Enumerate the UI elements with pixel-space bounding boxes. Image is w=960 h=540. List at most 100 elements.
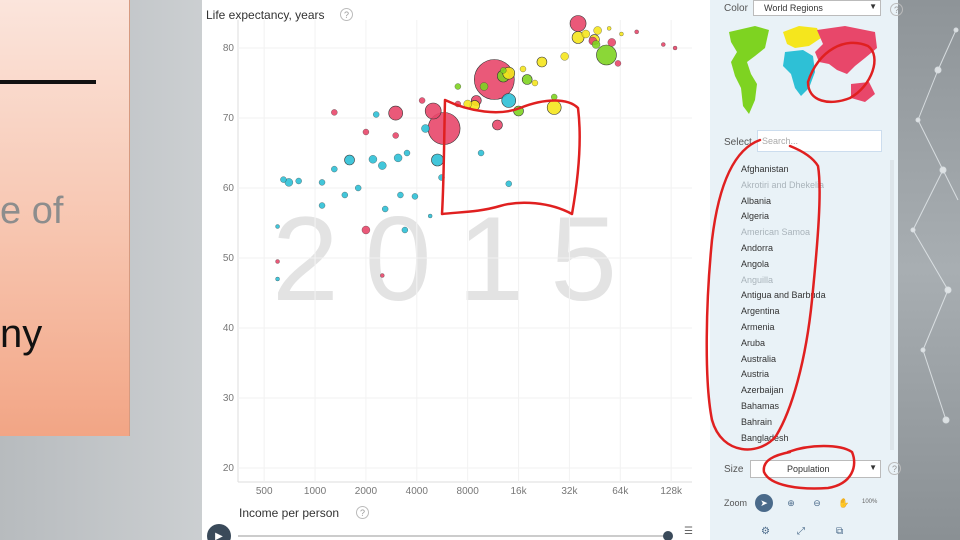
y-tick-label: 30 [223,393,235,404]
x-tick-label: 1000 [304,486,327,497]
data-point [454,83,462,90]
country-item[interactable]: Argentina [741,306,780,317]
data-point [378,161,387,170]
y-axis-label[interactable]: Life expectancy, years [206,8,325,22]
country-item[interactable]: American Samoa [741,227,811,238]
map-region-oceania [851,82,875,102]
country-item[interactable]: Antigua and Barbuda [741,290,826,301]
chevron-down-icon: ▼ [869,2,877,11]
settings-icon[interactable]: ⚙ [761,526,770,537]
data-point [661,42,666,47]
data-point [331,109,338,116]
list-icon[interactable]: ☰ [684,526,693,537]
data-point [607,26,612,31]
map-region-americas [729,26,769,114]
timeline-slider-track[interactable] [238,535,668,537]
data-point [607,38,616,47]
x-axis-label[interactable]: Income per person [239,506,340,520]
country-item[interactable]: Algeria [741,211,770,222]
data-point [560,52,569,61]
data-point [331,165,338,173]
cursor-icon[interactable]: ➤ [755,494,773,512]
data-point [403,149,411,157]
size-label: Size [724,464,744,475]
data-point [454,100,462,108]
country-item[interactable]: Armenia [741,321,775,332]
map-region-africa [783,50,815,96]
data-point [280,176,287,183]
timeline-slider-handle[interactable] [663,531,673,540]
slide-text-line-1: e of [0,190,64,232]
country-item[interactable]: Anguilla [741,274,774,285]
data-point [505,180,512,187]
zoom-out-icon[interactable]: ⊖ [813,497,821,508]
data-point [477,149,485,157]
x-tick-label: 4000 [406,486,429,497]
data-point [546,100,562,115]
play-button[interactable]: ▶ [207,524,231,540]
data-point [318,179,326,186]
data-point [614,60,622,67]
search-input[interactable]: Search... [757,130,882,152]
data-point [501,93,517,108]
data-point [362,128,370,136]
country-list-scrollbar[interactable] [890,160,894,450]
data-point [388,105,403,121]
data-point [593,26,602,35]
x-tick-label: 128k [660,486,683,497]
zoom-label: Zoom [724,498,748,508]
y-axis-help-icon[interactable]: ? [340,8,353,21]
country-item[interactable]: Afghanistan [741,164,789,174]
expand-icon[interactable]: ⤢ [797,526,805,537]
data-point [368,155,378,164]
data-point [531,79,539,87]
size-help-icon[interactable]: ? [888,462,901,475]
country-item[interactable]: Aruba [741,337,766,348]
country-item[interactable]: Albania [741,195,772,206]
country-item[interactable]: Bahamas [741,400,780,411]
country-item[interactable]: Azerbaijan [741,385,784,396]
country-item[interactable]: Bangladesh [741,432,789,443]
data-point [431,153,444,167]
data-point [569,15,587,32]
x-tick-label: 16k [510,486,527,497]
country-item[interactable]: Australia [741,353,777,364]
data-point [380,273,385,278]
color-help-icon[interactable]: ? [890,3,903,16]
data-point [438,174,445,181]
x-tick-label: 64k [612,486,629,497]
data-point [392,132,399,139]
world-regions-map[interactable] [725,22,883,122]
data-point [500,67,507,74]
network-graphic [910,27,959,424]
data-point [672,45,678,51]
country-item[interactable]: Akrotiri and Dhekelia [741,179,825,190]
data-point [355,184,362,192]
country-item[interactable]: Angola [741,258,770,269]
zoom-percent: 100% [862,499,878,505]
data-point [634,29,639,35]
color-dropdown[interactable]: World Regions ▼ [753,0,881,16]
y-tick-label: 50 [223,253,235,264]
x-axis-help-icon[interactable]: ? [356,506,369,519]
color-label: Color [724,3,748,14]
size-dropdown[interactable]: Population ▼ [750,460,881,478]
slide-title-rule [0,80,96,84]
x-tick-label: 2000 [355,486,378,497]
data-point [393,153,403,163]
data-point [382,205,389,213]
data-point [479,82,489,91]
hand-pan-icon[interactable]: ✋ [838,497,850,508]
data-point [521,74,533,85]
country-item[interactable]: Bahrain [741,416,773,427]
data-point [418,97,426,104]
country-item[interactable]: Andorra [741,242,774,253]
country-item[interactable]: Austria [741,369,770,380]
data-point [581,29,590,39]
copy-icon[interactable]: ⧉ [836,526,844,537]
zoom-in-icon[interactable]: ⊕ [787,497,795,508]
data-point [275,259,280,264]
y-tick-label: 20 [223,463,235,474]
chart-panel [202,0,710,540]
data-point [275,224,280,229]
